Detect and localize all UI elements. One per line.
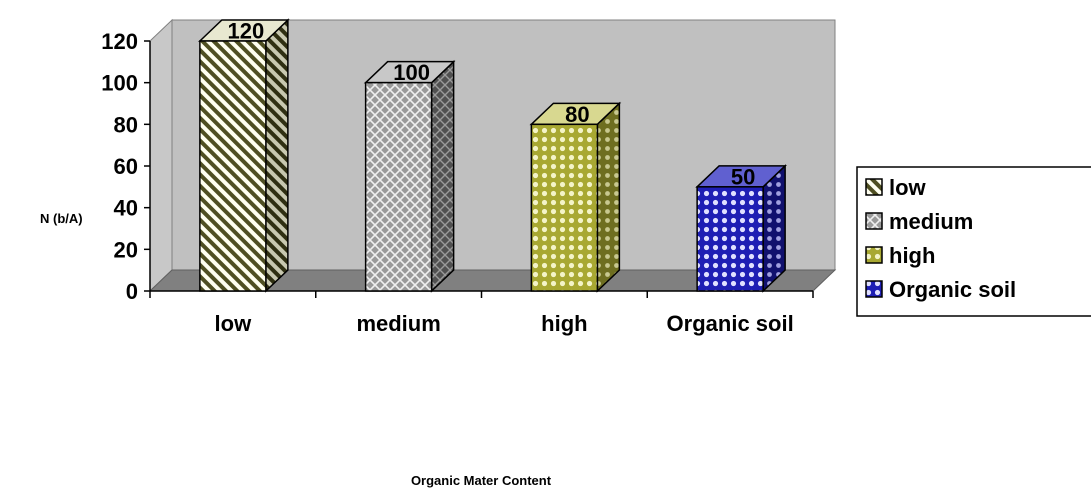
bar-data-label: 50 bbox=[731, 164, 755, 189]
bar-organic-soil bbox=[695, 164, 787, 293]
y-tick-label: 100 bbox=[101, 71, 138, 96]
bar-side-face bbox=[596, 101, 621, 293]
legend-item: low bbox=[865, 175, 927, 200]
legend-swatch bbox=[865, 212, 883, 230]
legend-swatch bbox=[865, 246, 883, 264]
legend-swatch bbox=[865, 178, 883, 196]
bar-front-face bbox=[696, 186, 764, 292]
y-tick-label: 40 bbox=[114, 196, 138, 221]
y-tick-label: 20 bbox=[114, 237, 138, 262]
legend-box bbox=[856, 166, 1091, 317]
bar-front-face bbox=[530, 123, 599, 292]
plot-side-wall bbox=[149, 18, 173, 293]
bar-low bbox=[198, 18, 290, 293]
bar-side-face bbox=[430, 59, 455, 293]
bar-high bbox=[529, 101, 622, 293]
y-tick-label: 120 bbox=[101, 29, 138, 54]
y-axis-title: N (b/A) bbox=[40, 211, 83, 226]
x-axis-title: Organic Mater Content bbox=[411, 473, 552, 488]
bar-data-label: 80 bbox=[565, 102, 589, 127]
legend-label: high bbox=[889, 243, 935, 268]
bar-data-label: 120 bbox=[228, 19, 265, 44]
bar-front-face bbox=[364, 81, 433, 292]
y-tick-label: 60 bbox=[114, 154, 138, 179]
legend-label: Organic soil bbox=[889, 277, 1016, 302]
bar-front-face bbox=[199, 40, 267, 292]
x-tick-label: high bbox=[541, 311, 587, 336]
y-tick-label: 80 bbox=[114, 112, 138, 137]
legend-swatch bbox=[865, 280, 883, 298]
bar-medium bbox=[363, 59, 456, 293]
x-tick-label: Organic soil bbox=[667, 311, 794, 336]
x-tick-label: low bbox=[215, 311, 253, 336]
bar-data-label: 100 bbox=[393, 60, 430, 85]
bar-side-face bbox=[265, 18, 289, 293]
legend-label: medium bbox=[889, 209, 973, 234]
legend-item: Organic soil bbox=[865, 277, 1016, 302]
legend-label: low bbox=[889, 175, 927, 200]
legend: low medium high Organic soil bbox=[856, 166, 1091, 317]
x-tick-label: medium bbox=[356, 311, 440, 336]
legend-item: medium bbox=[865, 209, 973, 234]
legend-item: high bbox=[865, 243, 935, 268]
y-tick-label: 0 bbox=[126, 279, 138, 304]
